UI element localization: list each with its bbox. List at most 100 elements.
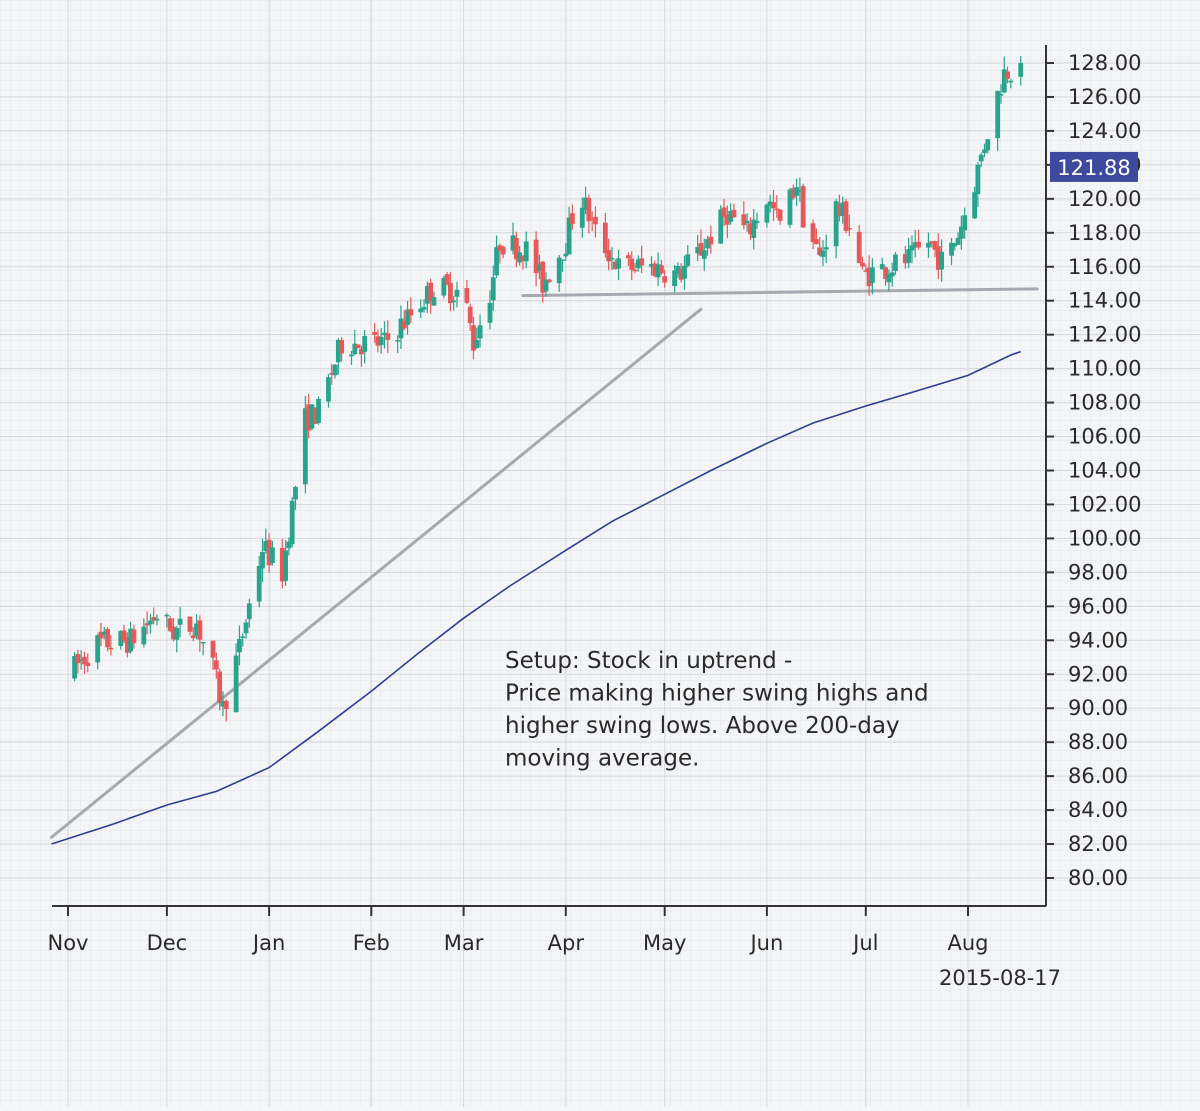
candle-up bbox=[787, 189, 793, 225]
x-tick-label: Apr bbox=[548, 931, 585, 955]
candle-down bbox=[593, 216, 598, 225]
y-tick-label: 124.00 bbox=[1068, 119, 1141, 143]
candle-up bbox=[701, 250, 707, 259]
y-tick-label: 102.00 bbox=[1068, 492, 1141, 516]
candle-down bbox=[652, 263, 658, 276]
candle-up bbox=[563, 253, 569, 257]
candle-down bbox=[589, 218, 595, 220]
candle-up bbox=[220, 700, 226, 707]
candle-up bbox=[583, 197, 588, 210]
candle-up bbox=[286, 541, 292, 549]
candle-down bbox=[817, 247, 823, 256]
candle-up bbox=[421, 307, 427, 310]
y-tick-label: 88.00 bbox=[1068, 730, 1128, 754]
candle-up bbox=[398, 318, 404, 339]
candle-up bbox=[616, 258, 621, 269]
candle-up bbox=[352, 343, 358, 355]
candle-down bbox=[223, 700, 229, 710]
candle-down bbox=[217, 671, 223, 703]
candle-down bbox=[355, 344, 361, 349]
candle-down bbox=[929, 241, 935, 244]
y-tick-label: 106.00 bbox=[1068, 425, 1141, 449]
last-price-tag-box bbox=[1050, 151, 1138, 182]
y-tick-label: 90.00 bbox=[1068, 696, 1128, 720]
candle-up bbox=[349, 354, 354, 357]
candle-up bbox=[955, 237, 961, 245]
candle-up bbox=[309, 404, 315, 429]
candle-up bbox=[302, 408, 308, 485]
candle-up bbox=[560, 259, 565, 262]
candle-up bbox=[906, 249, 912, 263]
trendline bbox=[521, 287, 1039, 298]
candle-up bbox=[695, 246, 701, 254]
candle-up bbox=[326, 377, 331, 402]
candle-up bbox=[474, 340, 480, 349]
last-date-label: 2015-08-17 bbox=[939, 966, 1061, 990]
candle-down bbox=[602, 222, 608, 254]
candle-down bbox=[860, 262, 865, 267]
candle-up bbox=[95, 635, 101, 663]
candle-up bbox=[609, 257, 615, 260]
moving-average-line bbox=[51, 350, 1021, 845]
candle-down bbox=[171, 626, 176, 640]
candles bbox=[72, 55, 1024, 722]
candle-up bbox=[164, 614, 170, 617]
y-tick-label: 82.00 bbox=[1068, 832, 1128, 856]
candle-down bbox=[569, 213, 575, 224]
candle-up bbox=[154, 618, 160, 621]
candle-down bbox=[375, 336, 381, 346]
candle-down bbox=[151, 617, 157, 621]
candle-down bbox=[731, 209, 737, 218]
trendlines bbox=[50, 287, 1039, 839]
candle-up bbox=[682, 265, 687, 279]
candle-down bbox=[813, 239, 819, 245]
candle-down bbox=[708, 236, 714, 245]
candle-up bbox=[477, 325, 483, 339]
candle-up bbox=[949, 242, 954, 256]
y-tick-label: 110.00 bbox=[1068, 357, 1141, 381]
candle-up bbox=[879, 264, 885, 270]
candle-down bbox=[883, 267, 888, 279]
candle-down bbox=[586, 197, 592, 222]
candle-up bbox=[1008, 80, 1014, 83]
y-tick-label: 108.00 bbox=[1068, 391, 1141, 415]
candle-down bbox=[144, 623, 150, 626]
candle-up bbox=[823, 247, 829, 250]
candle-down bbox=[629, 258, 635, 270]
candle-up bbox=[260, 552, 265, 569]
y-tick-label: 116.00 bbox=[1068, 255, 1141, 279]
candle-up bbox=[431, 297, 437, 306]
candle-down bbox=[771, 202, 776, 209]
candle-up bbox=[655, 264, 661, 278]
candle-down bbox=[187, 616, 193, 632]
candle-up bbox=[517, 252, 523, 263]
candle-up bbox=[1001, 69, 1007, 93]
candle-down bbox=[748, 223, 753, 235]
y-tick-label: 80.00 bbox=[1068, 866, 1128, 890]
candle-up bbox=[141, 626, 147, 645]
candle-up bbox=[148, 620, 153, 625]
candle-down bbox=[935, 246, 941, 270]
candle-down bbox=[540, 261, 546, 293]
candle-down bbox=[497, 245, 503, 251]
candle-up bbox=[510, 235, 516, 251]
candle-up bbox=[237, 638, 242, 653]
candle-up bbox=[889, 272, 895, 277]
candle-up bbox=[101, 631, 107, 635]
candle-up bbox=[487, 302, 493, 323]
y-axis-ticks: 80.00 82.00 84.00 86.00 88.00 90.00 92.00 94.00… bbox=[1046, 51, 1141, 890]
candle-up bbox=[912, 242, 918, 248]
candle-down bbox=[916, 241, 921, 248]
candle-up bbox=[543, 279, 549, 292]
candle-down bbox=[85, 662, 91, 666]
candle-up bbox=[240, 636, 246, 638]
x-tick-label: Mar bbox=[444, 931, 484, 955]
y-tick-label: 96.00 bbox=[1068, 594, 1128, 618]
candle-down bbox=[662, 276, 668, 283]
candle-down bbox=[800, 186, 806, 228]
candle-up bbox=[418, 308, 424, 313]
candle-down bbox=[372, 332, 377, 335]
candle-down bbox=[724, 215, 730, 225]
candle-down bbox=[513, 238, 519, 260]
